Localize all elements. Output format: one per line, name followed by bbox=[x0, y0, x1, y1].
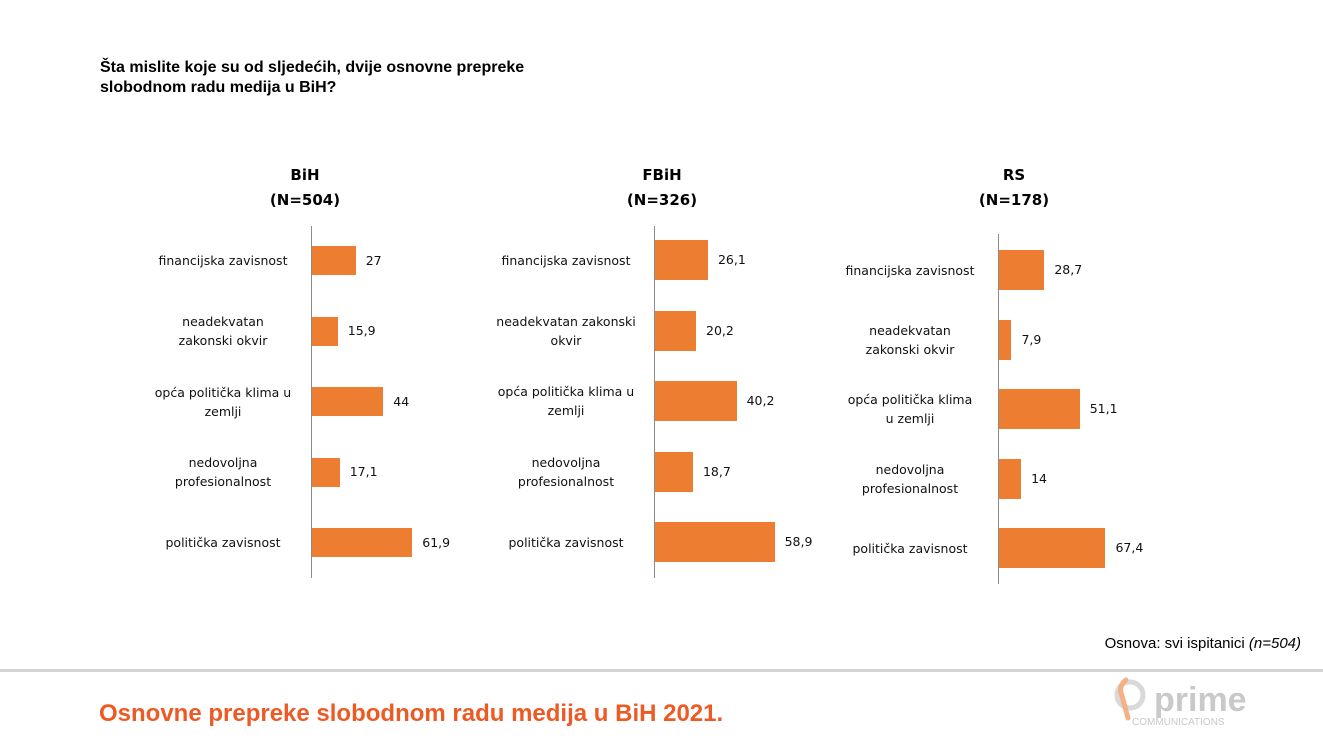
bar bbox=[655, 522, 775, 562]
chart-title: RS (N=178) bbox=[978, 166, 1050, 209]
bar bbox=[655, 240, 708, 280]
bar bbox=[655, 451, 693, 492]
bar bbox=[655, 381, 737, 421]
value-label: 51,1 bbox=[1089, 401, 1118, 416]
bar bbox=[312, 246, 356, 275]
value-label: 15,9 bbox=[347, 323, 376, 338]
category-label: neadekvatan zakonski okvir bbox=[496, 313, 636, 348]
category-label: politička zavisnost bbox=[852, 540, 968, 556]
chart-axis bbox=[311, 226, 312, 578]
chart-axis bbox=[998, 234, 999, 584]
value-label: 58,9 bbox=[784, 534, 813, 549]
bar bbox=[999, 458, 1022, 499]
value-label: 17,1 bbox=[349, 464, 378, 479]
category-label: financijska zavisnost bbox=[845, 262, 975, 278]
category-label: nedovoljna profesionalnost bbox=[517, 454, 615, 489]
category-label: politička zavisnost bbox=[165, 535, 281, 550]
value-label: 7,9 bbox=[1021, 331, 1042, 347]
category-label: opća politička klima u zemlji bbox=[154, 384, 292, 419]
base-note: Osnova: svi ispitanici (n=504) bbox=[1105, 635, 1301, 652]
logo-subtext: COMMUNICATIONS bbox=[1132, 717, 1225, 728]
category-label: financijska zavisnost bbox=[501, 252, 631, 268]
value-label: 28,7 bbox=[1054, 262, 1083, 277]
value-label: 18,7 bbox=[702, 463, 731, 479]
category-label: neadekvatan zakonski okvir bbox=[178, 314, 268, 348]
category-label: financijska zavisnost bbox=[158, 253, 288, 268]
bar bbox=[999, 250, 1045, 290]
value-label: 40,2 bbox=[746, 393, 775, 408]
category-label: opća politička klima u zemlji bbox=[847, 392, 973, 426]
category-label: neadekvatan zakonski okvir bbox=[865, 322, 955, 357]
chart-title: FBiH (N=326) bbox=[626, 166, 698, 209]
question-text: Šta mislite koje su od sljedećih, dvije … bbox=[100, 59, 525, 96]
value-label: 14 bbox=[1031, 470, 1048, 486]
bar bbox=[999, 528, 1106, 568]
value-label: 44 bbox=[393, 393, 410, 409]
logo-text: prime bbox=[1154, 681, 1247, 719]
value-label: 61,9 bbox=[422, 534, 451, 550]
bar bbox=[312, 316, 338, 346]
base-note-n: (n=504) bbox=[1248, 635, 1301, 652]
value-label: 27 bbox=[365, 252, 382, 268]
base-note-label: Osnova: svi ispitanici bbox=[1104, 635, 1249, 652]
chart-axis bbox=[654, 226, 655, 578]
bar bbox=[312, 387, 384, 416]
bar bbox=[655, 310, 696, 351]
prime-communications-logo: prime COMMUNICATIONS bbox=[1114, 677, 1247, 728]
bar bbox=[312, 528, 413, 557]
category-label: opća politička klima u zemlji bbox=[497, 384, 635, 418]
chart-title: BiH (N=504) bbox=[269, 166, 341, 209]
bar bbox=[999, 319, 1012, 360]
bar bbox=[312, 457, 340, 487]
bar bbox=[999, 389, 1080, 429]
value-label: 26,1 bbox=[717, 252, 746, 267]
value-label: 20,2 bbox=[706, 322, 734, 338]
footer-title: Osnovne prepreke slobodnom radu medija u… bbox=[99, 700, 724, 727]
value-label: 67,4 bbox=[1115, 540, 1144, 555]
category-label: nedovoljna profesionalnost bbox=[861, 461, 959, 496]
category-label: politička zavisnost bbox=[508, 534, 624, 550]
category-label: nedovoljna profesionalnost bbox=[174, 455, 272, 489]
footer-divider bbox=[0, 669, 1323, 672]
